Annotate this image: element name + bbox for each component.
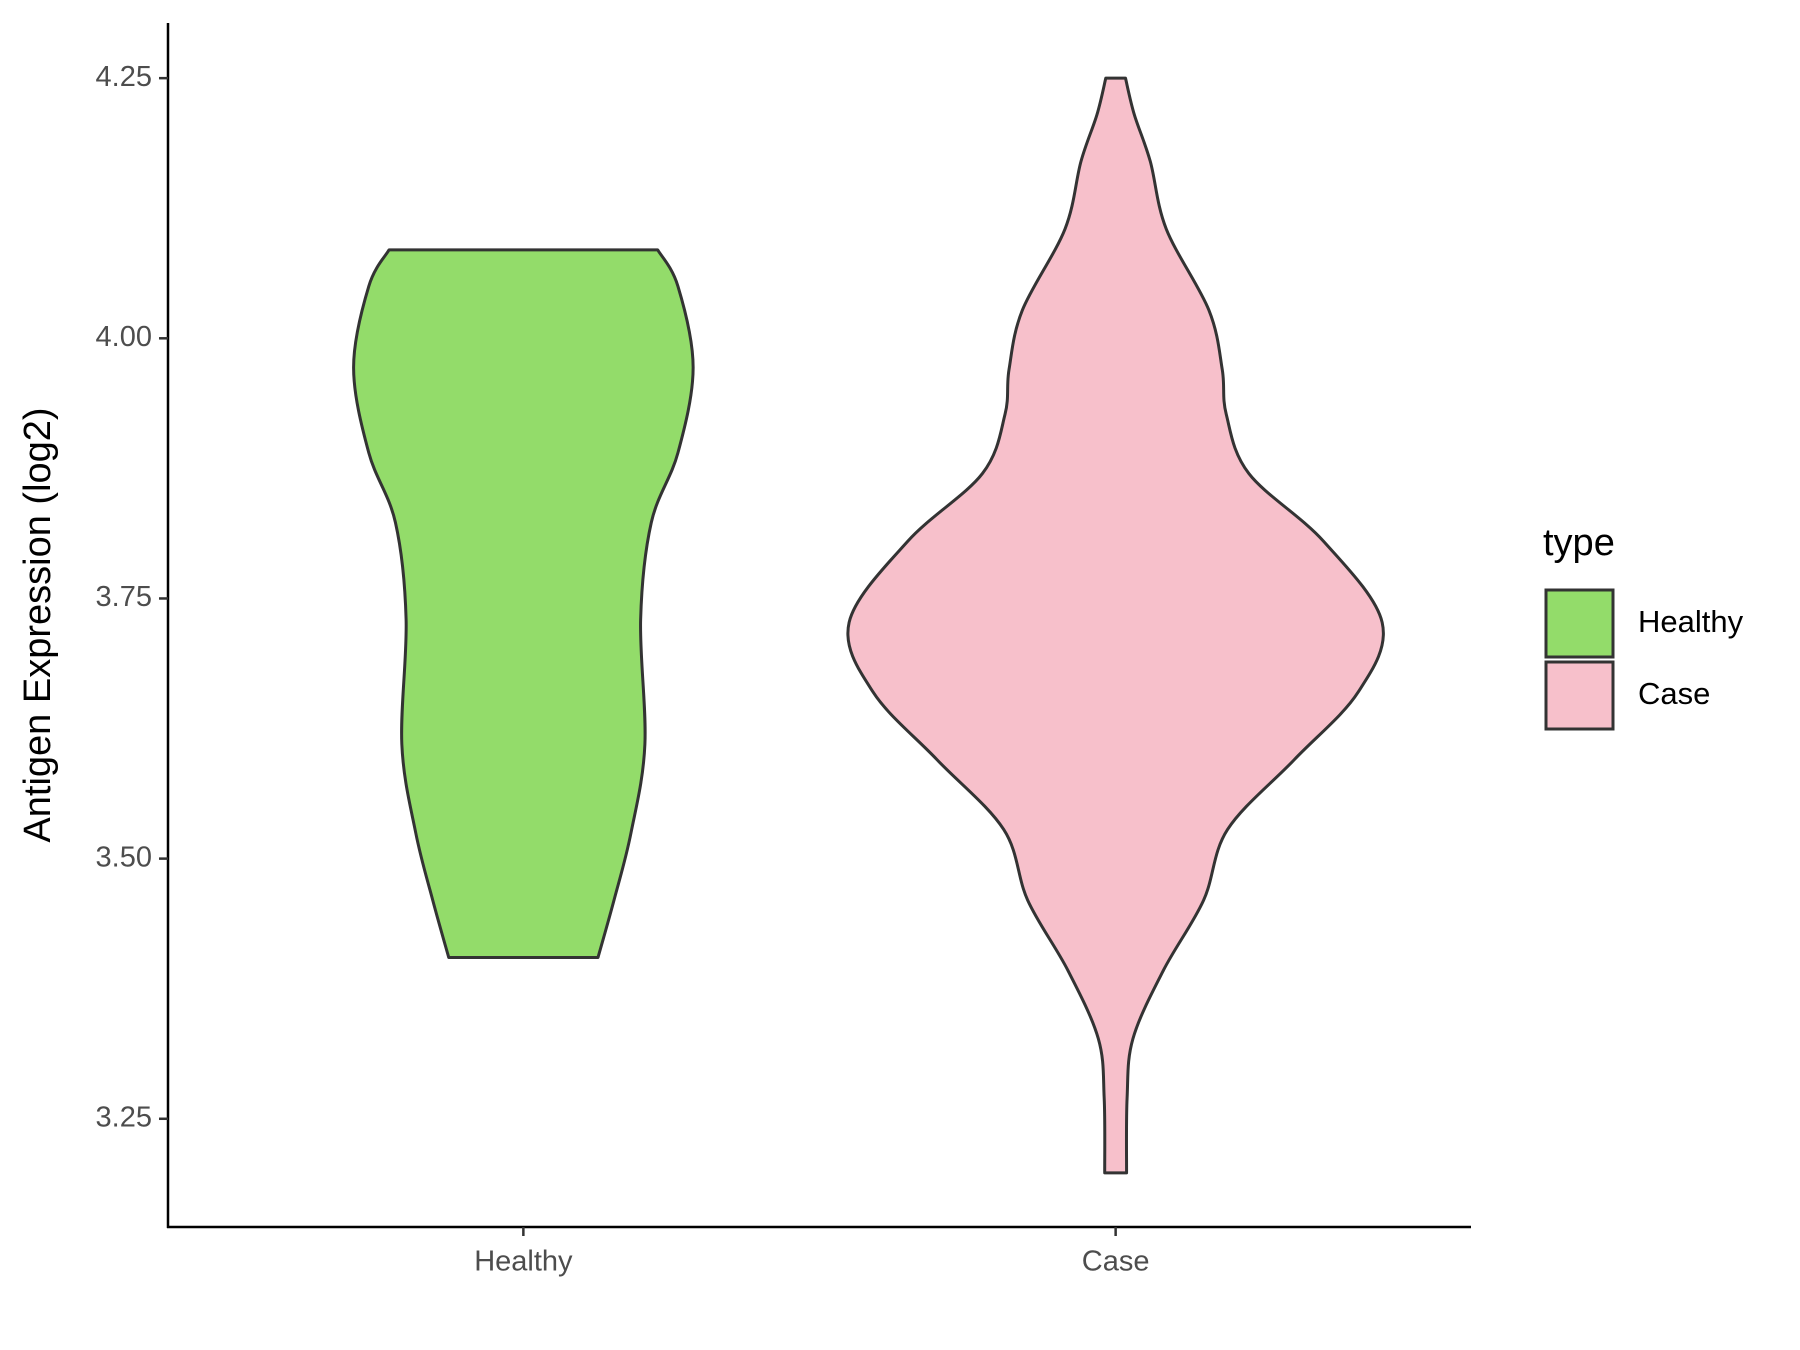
x-tick-label: Case bbox=[1082, 1246, 1150, 1278]
y-tick-label: 3.50 bbox=[96, 841, 152, 873]
y-tick-label: 4.00 bbox=[96, 321, 152, 353]
y-axis-title: Antigen Expression (log2) bbox=[17, 407, 59, 842]
y-tick-label: 4.25 bbox=[96, 61, 152, 93]
x-tick-label: Healthy bbox=[474, 1246, 573, 1278]
legend-title: type bbox=[1543, 522, 1615, 564]
y-tick-label: 3.75 bbox=[96, 581, 152, 613]
legend-key bbox=[1544, 588, 1615, 659]
y-tick-label: 3.25 bbox=[96, 1101, 152, 1133]
legend-key bbox=[1544, 660, 1615, 731]
legend-label: Healthy bbox=[1638, 604, 1744, 639]
violin bbox=[352, 248, 695, 959]
violin bbox=[846, 76, 1385, 1175]
legend-label: Case bbox=[1638, 676, 1710, 711]
